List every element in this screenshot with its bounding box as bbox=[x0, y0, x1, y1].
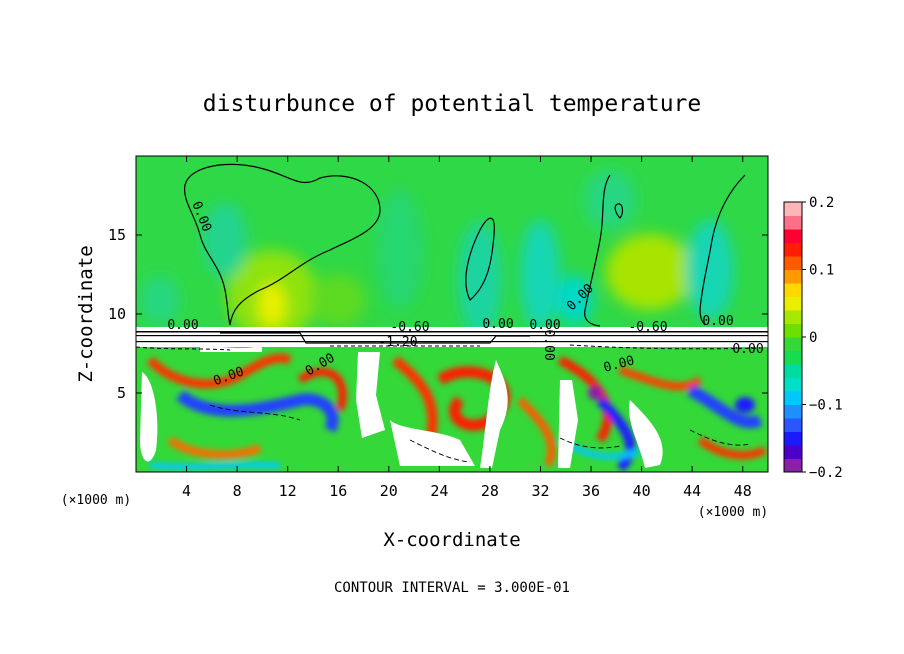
colorbar-swatch bbox=[784, 215, 802, 230]
colorbar-swatch bbox=[784, 256, 802, 270]
colorbar-ticks: 0.2 0.1 0 −0.1 −0.2 bbox=[802, 195, 843, 481]
x-tick-label: 12 bbox=[279, 482, 297, 500]
x-tick-label: 4 bbox=[182, 482, 191, 500]
colorbar-swatch bbox=[784, 364, 802, 378]
y-ticks: 5 10 15 bbox=[108, 226, 768, 402]
x-tick-label: 48 bbox=[734, 482, 752, 500]
contour-label: 0.00 bbox=[541, 329, 556, 360]
contour-label: 0.00 bbox=[529, 318, 560, 333]
colorbar-tick-label: 0.2 bbox=[809, 195, 834, 211]
colorbar-tick-label: 0 bbox=[809, 330, 817, 346]
colorbar-tick-label: 0.1 bbox=[809, 263, 834, 279]
contour-label: -1.20 bbox=[378, 335, 417, 350]
colorbar-swatch bbox=[784, 296, 802, 311]
x-tick-label: 28 bbox=[481, 482, 499, 500]
x-tick-label: 24 bbox=[430, 482, 448, 500]
x-tick-label: 44 bbox=[683, 482, 701, 500]
colorbar bbox=[783, 201, 803, 473]
x-ticks: 4 8 12 16 20 24 28 32 36 40 44 48 bbox=[182, 156, 752, 500]
upper-layer-anomalies bbox=[140, 170, 734, 340]
contour-interval-note: CONTOUR INTERVAL = 3.000E-01 bbox=[334, 580, 570, 596]
contour-lines bbox=[183, 163, 746, 327]
colorbar-swatch bbox=[784, 418, 802, 432]
y-axis-label: Z-coordinate bbox=[75, 245, 97, 382]
y-tick-label: 15 bbox=[108, 226, 126, 244]
y-tick-label: 5 bbox=[117, 384, 126, 402]
contour-label: 0.00 bbox=[702, 314, 733, 329]
x-axis-label: X-coordinate bbox=[383, 529, 520, 551]
y-tick-label: 10 bbox=[108, 305, 126, 323]
colorbar-swatch bbox=[784, 404, 802, 419]
contour-label: 0.00 bbox=[167, 318, 198, 333]
x-tick-label: 16 bbox=[329, 482, 347, 500]
colorbar-swatch bbox=[784, 229, 802, 243]
colorbar-swatch bbox=[784, 323, 802, 338]
x-tick-label: 36 bbox=[582, 482, 600, 500]
colorbar-swatch bbox=[784, 202, 802, 216]
colorbar-swatch bbox=[784, 337, 802, 351]
colorbar-tick-label: −0.2 bbox=[809, 465, 843, 481]
contour-label: 0.00 bbox=[732, 342, 763, 357]
white-contour-patches bbox=[140, 345, 663, 468]
chart-title: disturbunce of potential temperature bbox=[203, 91, 702, 117]
z-unit-label: (×1000 m) bbox=[61, 493, 131, 508]
x-tick-label: 20 bbox=[380, 482, 398, 500]
colorbar-swatch bbox=[784, 377, 802, 392]
colorbar-swatch bbox=[784, 242, 802, 257]
colorbar-swatch bbox=[784, 391, 802, 405]
colorbar-swatch bbox=[784, 445, 802, 459]
contour-label: -0.60 bbox=[628, 320, 667, 335]
x-tick-label: 32 bbox=[531, 482, 549, 500]
inversion-band bbox=[136, 327, 768, 351]
colorbar-tick-label: −0.1 bbox=[809, 398, 843, 414]
dashed-contours bbox=[209, 404, 751, 463]
plot-area bbox=[136, 156, 768, 472]
colorbar-swatch bbox=[784, 458, 802, 473]
colorbar-swatch bbox=[784, 431, 802, 446]
colorbar-swatch bbox=[784, 310, 802, 324]
x-tick-label: 8 bbox=[233, 482, 242, 500]
colorbar-swatch bbox=[784, 350, 802, 365]
colorbar-swatch bbox=[784, 269, 802, 284]
x-unit-label: (×1000 m) bbox=[698, 505, 768, 520]
x-tick-label: 40 bbox=[633, 482, 651, 500]
colorbar-swatch bbox=[784, 283, 802, 297]
contour-label: -0.60 bbox=[390, 320, 429, 335]
contour-label: 0.00 bbox=[482, 317, 513, 332]
